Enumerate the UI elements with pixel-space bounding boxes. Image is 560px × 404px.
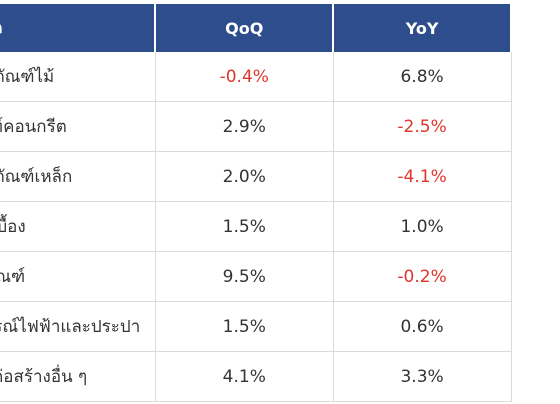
row-qoq: 2.0% (155, 151, 334, 202)
row-category: อุปกรณ์ไฟฟ้าและประปา (0, 301, 156, 352)
table-row: ผลิตภัณฑ์เหล็ก 2.0% -4.1% (0, 151, 512, 202)
header-category: หมวด (0, 4, 157, 52)
table-header-row: หมวด QoQ YoY (0, 4, 512, 52)
table-row: สุขภัณฑ์ 9.5% -0.2% (0, 251, 512, 302)
row-qoq: 1.5% (155, 201, 334, 252)
row-yoy: -2.5% (333, 101, 512, 152)
row-category: วัสดุก่อสร้างอื่น ๆ (0, 351, 156, 402)
row-qoq: -0.4% (155, 52, 334, 102)
row-category: ผลิตภัณฑ์ไม้ (0, 52, 156, 102)
table-row: อุปกรณ์ไฟฟ้าและประปา 1.5% 0.6% (0, 301, 512, 352)
row-category: ภัณฑ์คอนกรีต (0, 101, 156, 152)
row-qoq: 4.1% (155, 351, 334, 402)
row-category: สุขภัณฑ์ (0, 251, 156, 302)
row-qoq: 9.5% (155, 251, 334, 302)
row-qoq: 2.9% (155, 101, 334, 152)
row-yoy: 0.6% (333, 301, 512, 352)
row-qoq: 1.5% (155, 301, 334, 352)
header-qoq: QoQ (155, 4, 335, 52)
row-category: ผลิตภัณฑ์เหล็ก (0, 151, 156, 202)
price-change-table: หมวด QoQ YoY ผลิตภัณฑ์ไม้ -0.4% 6.8% ภัณ… (0, 4, 512, 402)
table-row: ผลิตภัณฑ์ไม้ -0.4% 6.8% (0, 52, 512, 102)
row-yoy: 6.8% (333, 52, 512, 102)
row-category: กระเบื้อง (0, 201, 156, 252)
row-yoy: 1.0% (333, 201, 512, 252)
row-yoy: -4.1% (333, 151, 512, 202)
row-yoy: 3.3% (333, 351, 512, 402)
table-row: ภัณฑ์คอนกรีต 2.9% -2.5% (0, 101, 512, 152)
table-row: วัสดุก่อสร้างอื่น ๆ 4.1% 3.3% (0, 351, 512, 402)
header-yoy: YoY (333, 4, 512, 52)
row-yoy: -0.2% (333, 251, 512, 302)
table-row: กระเบื้อง 1.5% 1.0% (0, 201, 512, 252)
